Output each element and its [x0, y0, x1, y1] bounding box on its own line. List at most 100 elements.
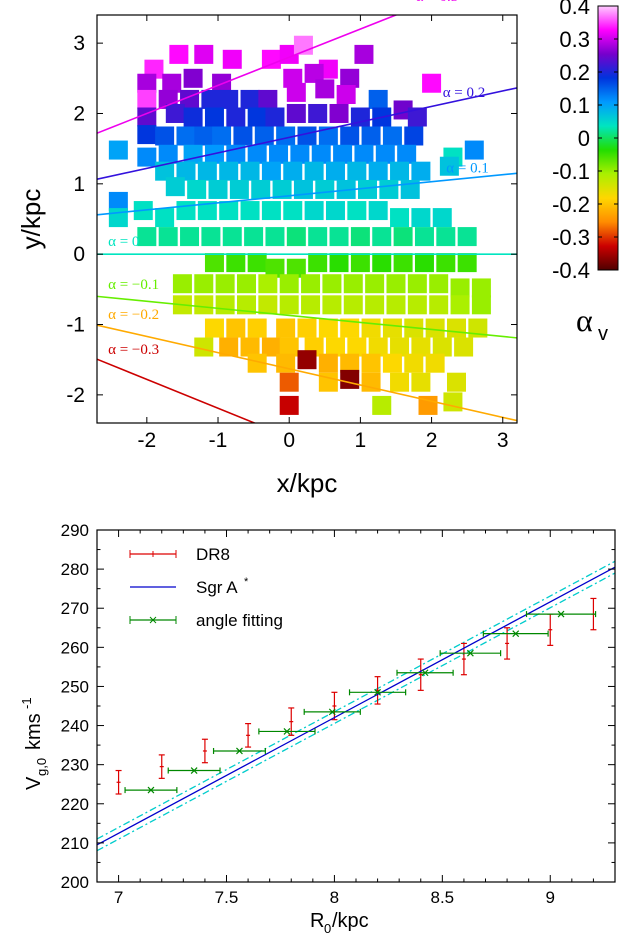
heatmap-cell [457, 227, 477, 247]
heatmap-cell [279, 337, 299, 357]
x-axis-label: R [310, 910, 324, 932]
heatmap-cell [393, 227, 413, 247]
heatmap-cell [322, 295, 342, 315]
heatmap-cell [358, 179, 378, 199]
heatmap-cell [411, 161, 431, 181]
angle-point [328, 708, 336, 716]
heatmap-cell [365, 295, 385, 315]
heatmap-cell [318, 353, 338, 373]
heatmap-cell [283, 161, 303, 181]
heatmap-cell [212, 126, 232, 146]
heatmap-cell [350, 227, 370, 247]
angle-point [512, 630, 520, 638]
heatmap-cell [361, 353, 381, 373]
contour-line [97, 87, 517, 180]
heatmap-cell [155, 161, 175, 181]
heatmap-cell [183, 107, 203, 127]
heatmap-cell [318, 318, 338, 338]
heatmap-cells [108, 35, 491, 415]
heatmap-cell [425, 318, 445, 338]
heatmap-cell [279, 395, 299, 415]
x-axis-label-sub: 0 [324, 921, 331, 936]
heatmap-cell [261, 337, 281, 357]
heatmap-cell [471, 295, 491, 315]
heatmap-cell [226, 107, 246, 127]
x-tick-label: 7.5 [215, 888, 239, 907]
heatmap-cell [194, 295, 214, 315]
heatmap-cell [325, 161, 345, 181]
top-plot: α = 0.3 α = 0.2 α = 0.1 α = 0 α = −0.1 α = −0… [16, 0, 518, 498]
heatmap-cell [162, 73, 182, 93]
uncertainty-band-line [97, 560, 615, 840]
heatmap-cell [386, 274, 406, 294]
heatmap-cell [454, 337, 474, 357]
x-tick-label: 2 [426, 429, 438, 452]
heatmap-cell [340, 369, 360, 389]
heatmap-cell [407, 274, 427, 294]
heatmap-cell [286, 227, 306, 247]
heatmap-cell [329, 227, 349, 247]
heatmap-cell [204, 318, 224, 338]
heatmap-cell [236, 295, 256, 315]
heatmap-cell [308, 227, 328, 247]
y-tick-label: 220 [61, 795, 89, 814]
heatmap-cell [301, 274, 321, 294]
contour-label: α = 0.1 [446, 161, 489, 177]
heatmap-cell [247, 144, 267, 164]
heatmap-cell [197, 201, 217, 221]
heatmap-cell [290, 144, 310, 164]
heatmap-cell [390, 372, 410, 392]
heatmap-cell [258, 295, 278, 315]
heatmap-cell [265, 258, 285, 278]
heatmap-cell [183, 144, 203, 164]
heatmap-cell [372, 227, 392, 247]
heatmap-cell [229, 179, 249, 199]
heatmap-cell [183, 68, 203, 88]
heatmap-cell [219, 337, 239, 357]
contour-line [97, 324, 517, 422]
heatmap-cell [304, 201, 324, 221]
heatmap-cell [347, 161, 367, 181]
colorbar-tick-label: 0.2 [559, 60, 590, 85]
x-tick-label: 0 [283, 429, 295, 452]
contour-label: α = −0.2 [108, 307, 159, 323]
heatmap-cell [443, 392, 463, 412]
heatmap-cell [247, 253, 267, 273]
colorbar-tick-label: -0.2 [552, 192, 590, 217]
colorbar-tick-label: 0.3 [559, 27, 590, 52]
heatmap-cell [276, 126, 296, 146]
heatmap-cell [340, 318, 360, 338]
colorbar-tick-label: 0 [578, 126, 590, 151]
heatmap-cell [158, 144, 178, 164]
heatmap-cell [404, 126, 424, 146]
x-tick-label: 8.5 [431, 888, 455, 907]
heatmap-cell [258, 274, 278, 294]
y-tick-label: 3 [73, 32, 85, 55]
heatmap-cell [457, 253, 477, 273]
y-tick-label: 230 [61, 756, 89, 775]
heatmap-cell [176, 161, 196, 181]
heatmap-cell [155, 208, 175, 228]
legend-label-sup: * [244, 576, 249, 588]
heatmap-cell [137, 147, 157, 167]
heatmap-cell [254, 126, 274, 146]
heatmap-cell [318, 126, 338, 146]
heatmap-cell [219, 201, 239, 221]
y-axis-label-sub: g,0 [34, 758, 49, 776]
y-tick-label: 210 [61, 834, 89, 853]
colorbar-tick-label: -0.1 [552, 159, 590, 184]
heatmap-cell [429, 274, 449, 294]
heatmap-cell [407, 295, 427, 315]
contour-line [97, 358, 257, 423]
heatmap-cell [361, 126, 381, 146]
bottom-plot-area [97, 560, 615, 852]
legend-label: DR8 [196, 545, 230, 564]
x-tick-label: -1 [209, 429, 228, 452]
heatmap-cell [382, 126, 402, 146]
angle-point [374, 688, 382, 696]
heatmap-cell [165, 177, 185, 197]
contour-label: α = −0.3 [108, 342, 159, 358]
contour-label: α = 0.3 [416, 0, 459, 5]
heatmap-cell [222, 227, 242, 247]
heatmap-cell [137, 89, 157, 109]
